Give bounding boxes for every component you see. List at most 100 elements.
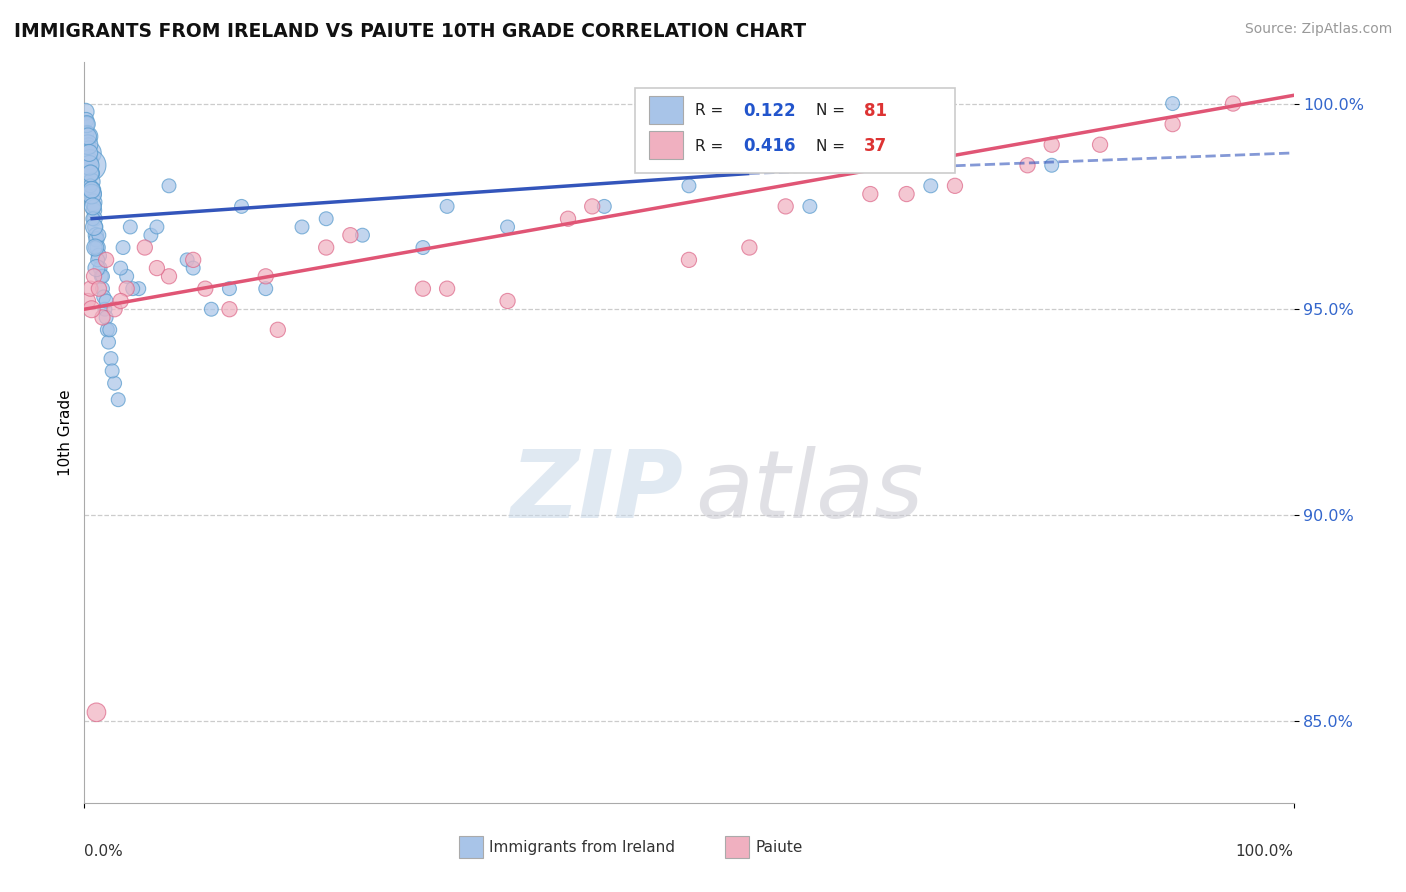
Point [100,351,122,366]
Bar [460,836,484,858]
Point [181,261,204,276]
Point [157,178,180,193]
Text: ZIP: ZIP [510,446,683,538]
Point [107,392,129,407]
Point [82,183,104,197]
Text: Immigrants from Ireland: Immigrants from Ireland [489,839,675,855]
Point [87,228,110,243]
Point [1040,137,1063,152]
Point [79,282,101,296]
Point [1017,158,1039,172]
Point [94,252,117,267]
Point [231,199,253,213]
Point [93,290,115,304]
Point [86,252,108,267]
Point [110,293,132,308]
Point [77,129,100,144]
Text: R =: R = [695,103,728,118]
Point [412,282,434,296]
Text: IMMIGRANTS FROM IRELAND VS PAIUTE 10TH GRADE CORRELATION CHART: IMMIGRANTS FROM IRELAND VS PAIUTE 10TH G… [14,22,806,41]
Point [678,252,700,267]
Point [315,240,337,254]
Point [176,252,198,267]
Point [83,199,105,213]
Point [412,240,434,254]
Text: 100.0%: 100.0% [1236,844,1294,858]
Point [267,323,290,337]
Point [200,302,222,317]
Text: 37: 37 [865,137,887,155]
Point [84,240,107,254]
Point [181,252,204,267]
Point [82,187,104,202]
Text: Source: ZipAtlas.com: Source: ZipAtlas.com [1244,22,1392,37]
Point [79,178,101,193]
Point [77,145,100,160]
Point [87,282,110,296]
Point [80,302,103,317]
Text: 0.122: 0.122 [744,102,796,120]
Point [581,199,603,213]
Point [128,282,150,296]
Point [1161,117,1184,131]
Point [115,282,138,296]
Bar [650,95,683,124]
Point [80,175,103,189]
Point [83,219,105,234]
Point [77,145,100,160]
Point [436,282,458,296]
Point [96,323,118,337]
Point [77,129,100,144]
Text: 81: 81 [865,102,887,120]
Point [84,219,107,234]
Point [496,219,519,234]
Y-axis label: 10th Grade: 10th Grade [58,389,73,476]
Point [194,282,217,296]
Point [799,199,821,213]
Point [80,187,103,202]
Point [101,364,124,378]
Point [678,178,700,193]
Point [112,240,135,254]
Point [90,269,112,284]
Point [79,158,101,172]
Point [120,219,142,234]
Point [110,261,132,276]
Point [146,261,169,276]
FancyBboxPatch shape [634,88,955,173]
Point [76,125,98,139]
Point [315,211,337,226]
Point [496,293,519,308]
Point [98,323,121,337]
Point [593,199,616,213]
Point [121,282,143,296]
Point [75,113,97,128]
Bar [650,131,683,160]
Point [218,302,240,317]
Point [79,154,101,169]
Point [94,302,117,317]
Point [291,219,314,234]
Point [82,199,104,213]
Text: 0.0%: 0.0% [84,844,124,858]
Point [75,104,97,119]
Point [77,158,100,172]
Point [104,302,127,317]
Point [76,117,98,131]
Point [97,335,120,350]
Point [83,211,105,226]
Point [84,240,107,254]
Point [82,195,104,210]
Point [436,199,458,213]
Point [77,137,100,152]
Text: atlas: atlas [695,446,924,537]
Text: Paiute: Paiute [755,839,803,855]
Point [83,269,105,284]
Point [1222,96,1244,111]
Point [157,269,180,284]
Point [352,228,374,243]
Point [86,232,108,246]
Text: N =: N = [815,138,849,153]
Point [115,269,138,284]
Point [77,293,100,308]
